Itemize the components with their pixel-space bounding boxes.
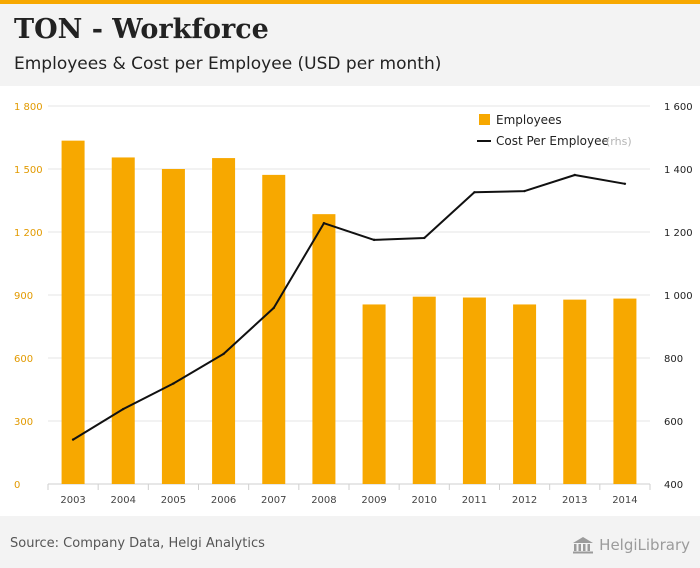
line-point: [272, 306, 275, 310]
brand-name: HelgiLibrary: [599, 536, 690, 554]
y-left-tick-label: 1 800: [14, 102, 43, 113]
chart-panel: 0 300 600 900 1 200 1 500 1 800 400 600 800 1 000 1…: [0, 86, 700, 516]
bar-employees: [462, 297, 486, 484]
brand-logo[interactable]: HelgiLibrary: [572, 534, 690, 556]
y-left-tick-label: 300: [14, 417, 33, 428]
bar-employees: [262, 174, 286, 484]
line-point: [423, 236, 426, 240]
top-accent-bar: [0, 0, 700, 4]
x-tick-label: 2006: [211, 495, 236, 506]
y-left-tick-label: 600: [14, 354, 33, 365]
x-tick-label: 2003: [60, 495, 85, 506]
line-point: [573, 173, 576, 177]
x-tick-label: 2012: [512, 495, 537, 506]
y-left-tick-label: 1 500: [14, 165, 43, 176]
line-point: [172, 382, 175, 385]
bar-employees: [111, 157, 135, 484]
bar-employees: [61, 140, 85, 484]
legend-swatch-employees: [479, 114, 490, 125]
x-tick-label: 2005: [161, 495, 186, 506]
legend-rhs-note: (rhs): [606, 135, 632, 148]
chart-subtitle: Employees & Cost per Employee (USD per m…: [14, 54, 442, 74]
source-note: Source: Company Data, Helgi Analytics: [10, 536, 265, 551]
y-left-tick-label: 900: [14, 291, 33, 302]
line-point: [523, 189, 526, 193]
line-point: [222, 352, 225, 356]
line-point: [71, 438, 75, 441]
x-tick-label: 2004: [111, 495, 136, 506]
x-tick-label: 2008: [311, 495, 336, 506]
line-point: [473, 191, 476, 194]
y-right-tick-label: 1 600: [664, 102, 693, 113]
bar-employees: [613, 298, 637, 484]
bar-employees: [161, 169, 185, 484]
y-right-tick-label: 1 400: [664, 165, 693, 176]
y-right-tick-label: 1 200: [664, 228, 693, 239]
line-point: [122, 407, 125, 411]
y-right-tick-label: 800: [664, 354, 683, 365]
bar-employees: [312, 214, 336, 484]
line-point: [372, 238, 376, 242]
line-point: [623, 182, 627, 186]
y-right-tick-label: 1 000: [664, 291, 693, 302]
x-tick-label: 2011: [462, 495, 487, 506]
x-tick-label: 2013: [562, 495, 587, 506]
x-tick-label: 2014: [612, 495, 637, 506]
bar-employees: [412, 296, 436, 484]
y-left-tick-label: 1 200: [14, 228, 43, 239]
page-title: TON - Workforce: [14, 14, 269, 45]
line-point: [322, 221, 326, 225]
x-tick-label: 2007: [261, 495, 286, 506]
bar-employees: [563, 299, 587, 484]
y-right-tick-label: 600: [664, 417, 683, 428]
line-cost-per-employee: [72, 174, 626, 441]
header: TON - Workforce Employees & Cost per Emp…: [0, 4, 700, 86]
legend-label-cost: Cost Per Employee: [496, 134, 609, 148]
legend-label-employees: Employees: [496, 113, 562, 127]
library-building-icon: [572, 536, 594, 554]
footer: Source: Company Data, Helgi Analytics He…: [0, 516, 700, 568]
y-left-tick-label: 0: [14, 480, 20, 491]
x-tick-label: 2009: [361, 495, 386, 506]
bar-employees: [212, 158, 236, 484]
y-right-tick-label: 400: [664, 480, 683, 491]
bar-employees: [513, 304, 537, 484]
x-tick-label: 2010: [412, 495, 437, 506]
bar-employees: [362, 304, 386, 484]
chart-svg: 0 300 600 900 1 200 1 500 1 800 400 600 800 1 000 1…: [14, 102, 693, 506]
